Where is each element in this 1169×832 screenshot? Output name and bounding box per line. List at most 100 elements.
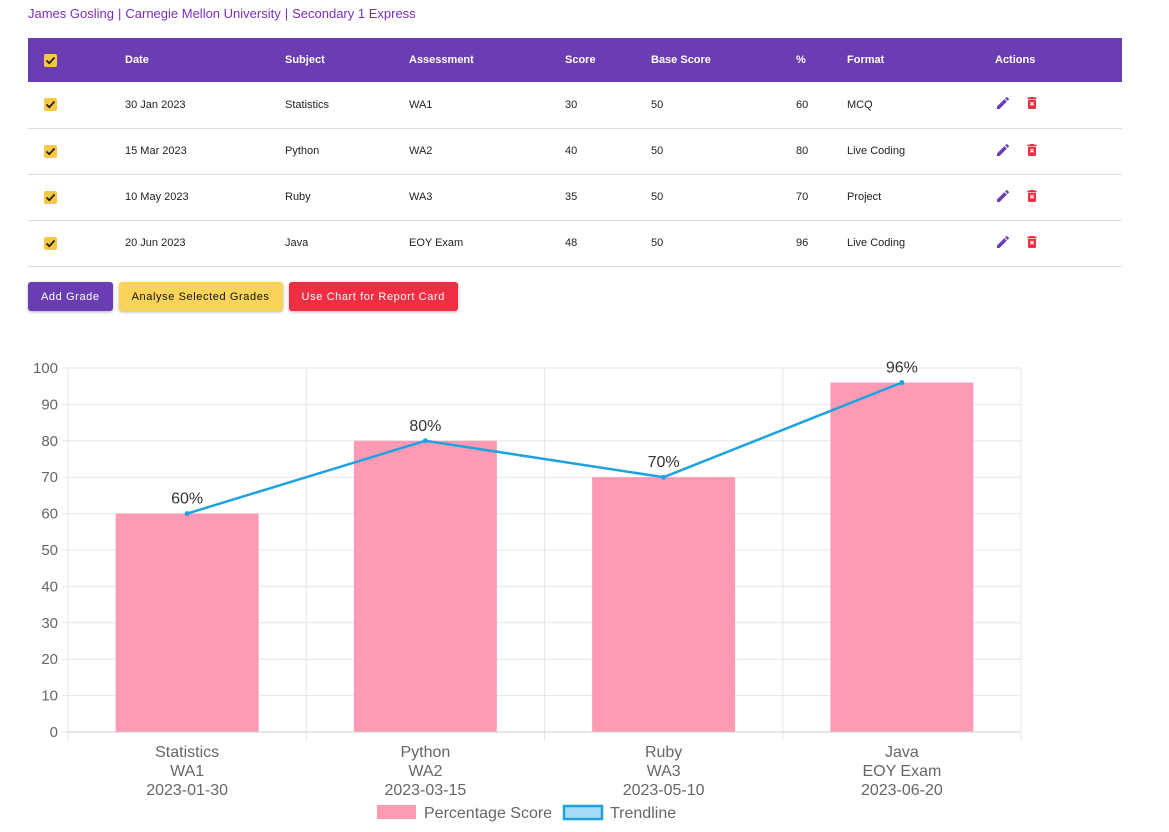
trash-icon — [1027, 143, 1037, 156]
cell-base-score: 50 — [651, 237, 664, 249]
cell-assessment: WA3 — [409, 191, 433, 203]
column-header-score[interactable]: Score — [565, 54, 596, 66]
cell-score: 35 — [565, 191, 578, 203]
checkbox-checked-icon — [45, 147, 56, 155]
action-buttons: Add Grade Analyse Selected Grades Use Ch… — [28, 282, 458, 311]
edit-button[interactable] — [995, 142, 1011, 161]
legend-swatch-percentage — [377, 805, 416, 819]
delete-button[interactable] — [1024, 188, 1040, 207]
row-select-cell — [28, 220, 125, 266]
x-tick-label: Statistics — [155, 744, 219, 761]
data-label: 60% — [171, 491, 203, 508]
y-tick-label: 70 — [41, 469, 58, 486]
x-tick-label: EOY Exam — [862, 763, 941, 780]
row-checkbox[interactable] — [44, 236, 57, 250]
pencil-icon — [997, 189, 1010, 202]
cell-subject: Ruby — [285, 191, 311, 203]
cell-percent: 80 — [796, 145, 809, 157]
delete-button[interactable] — [1024, 95, 1040, 114]
y-tick-label: 30 — [41, 615, 58, 632]
edit-button[interactable] — [995, 95, 1011, 114]
cell-percent: 60 — [796, 98, 809, 111]
student-name: James Gosling — [28, 6, 114, 21]
x-tick-label: Java — [885, 744, 919, 761]
x-tick-label: WA3 — [647, 763, 681, 780]
pencil-icon — [997, 235, 1010, 248]
cell-format: Live Coding — [847, 145, 906, 157]
legend-swatch-trendline — [562, 804, 604, 821]
select-all-checkbox[interactable] — [44, 53, 57, 67]
trash-icon — [1027, 97, 1037, 110]
x-tick-label: 2023-05-10 — [623, 782, 705, 799]
cell-subject: Java — [285, 237, 309, 249]
delete-button[interactable] — [1024, 234, 1040, 253]
legend-label-trendline: Trendline — [610, 805, 676, 822]
cell-actions — [995, 128, 1122, 174]
class-name: Secondary 1 Express — [292, 6, 416, 21]
data-label: 70% — [648, 454, 680, 471]
add-grade-button[interactable]: Add Grade — [28, 282, 113, 311]
row-select-cell — [28, 128, 125, 174]
cell-score: 30 — [565, 98, 578, 111]
cell-date: 30 Jan 2023 — [125, 98, 186, 111]
grades-chart: 0 10 20 30 40 50 60 70 80 90 100 60% 80% 70% 96% Statis… — [33, 360, 1022, 822]
x-tick-label: 2023-06-20 — [861, 782, 943, 799]
cell-actions — [995, 82, 1122, 128]
cell-date: 10 May 2023 — [125, 191, 189, 203]
table-header-row: Date Subject Assessment Score Base Score… — [28, 38, 1122, 82]
checkbox-checked-icon — [45, 56, 56, 64]
table-row[interactable]: 15 Mar 2023 Python WA2 40 50 80 Live Coding — [28, 128, 1122, 174]
cell-format: Project — [847, 191, 882, 203]
checkbox-checked-icon — [45, 193, 56, 201]
row-checkbox[interactable] — [44, 144, 57, 158]
bar-java — [830, 382, 974, 732]
cell-date: 15 Mar 2023 — [125, 145, 187, 157]
delete-button[interactable] — [1024, 142, 1040, 161]
legend-label-percentage: Percentage Score — [424, 805, 552, 822]
column-header-subject[interactable]: Subject — [285, 54, 325, 66]
x-tick-label: WA2 — [408, 763, 442, 780]
row-select-cell — [28, 82, 125, 128]
trendline-point — [184, 511, 190, 517]
analyse-grades-button[interactable]: Analyse Selected Grades — [118, 282, 283, 311]
grades-table: Date Subject Assessment Score Base Score… — [28, 38, 1122, 267]
y-tick-label: 50 — [41, 542, 58, 559]
y-tick-label: 0 — [50, 724, 58, 741]
x-tick-label: Ruby — [645, 744, 682, 761]
cell-assessment: WA1 — [409, 98, 433, 111]
column-header-date[interactable]: Date — [125, 54, 149, 66]
trash-icon — [1027, 189, 1037, 202]
edit-button[interactable] — [995, 188, 1011, 207]
y-tick-label: 90 — [41, 396, 58, 413]
table-row[interactable]: 10 May 2023 Ruby WA3 35 50 70 Project — [28, 174, 1122, 220]
data-label: 80% — [409, 418, 441, 435]
x-tick-label: 2023-03-15 — [384, 782, 466, 799]
table-row[interactable]: 20 Jun 2023 Java EOY Exam 48 50 96 Live Coding — [28, 220, 1122, 266]
y-tick-label: 80 — [41, 433, 58, 450]
x-tick-label: Python — [400, 744, 450, 761]
row-checkbox[interactable] — [44, 98, 57, 112]
pencil-icon — [997, 143, 1010, 156]
cell-percent: 96 — [796, 237, 809, 249]
row-checkbox[interactable] — [44, 190, 57, 204]
pencil-icon — [997, 97, 1010, 110]
cell-format: Live Coding — [847, 237, 906, 249]
y-tick-label: 40 — [41, 578, 58, 595]
edit-button[interactable] — [995, 234, 1011, 253]
column-header-base-score[interactable]: Base Score — [651, 54, 711, 66]
cell-actions — [995, 174, 1122, 220]
cell-base-score: 50 — [651, 98, 664, 111]
cell-date: 20 Jun 2023 — [125, 237, 186, 249]
y-tick-label: 100 — [33, 360, 58, 377]
bar-python — [353, 440, 497, 732]
column-header-percent[interactable]: % — [796, 54, 806, 66]
column-header-format[interactable]: Format — [847, 54, 885, 66]
report-card-button[interactable]: Use Chart for Report Card — [288, 282, 458, 311]
column-header-actions: Actions — [995, 54, 1036, 66]
column-header-assessment[interactable]: Assessment — [409, 54, 474, 66]
cell-subject: Python — [285, 145, 320, 157]
checkbox-checked-icon — [45, 101, 56, 109]
school-name: Carnegie Mellon University — [125, 6, 281, 21]
table-row[interactable]: 30 Jan 2023 Statistics WA1 30 50 60 MCQ — [28, 82, 1122, 128]
header-separator: | — [284, 6, 289, 21]
